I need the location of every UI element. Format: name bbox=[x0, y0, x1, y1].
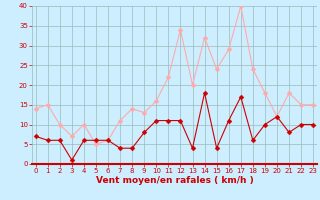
X-axis label: Vent moyen/en rafales ( km/h ): Vent moyen/en rafales ( km/h ) bbox=[96, 176, 253, 185]
